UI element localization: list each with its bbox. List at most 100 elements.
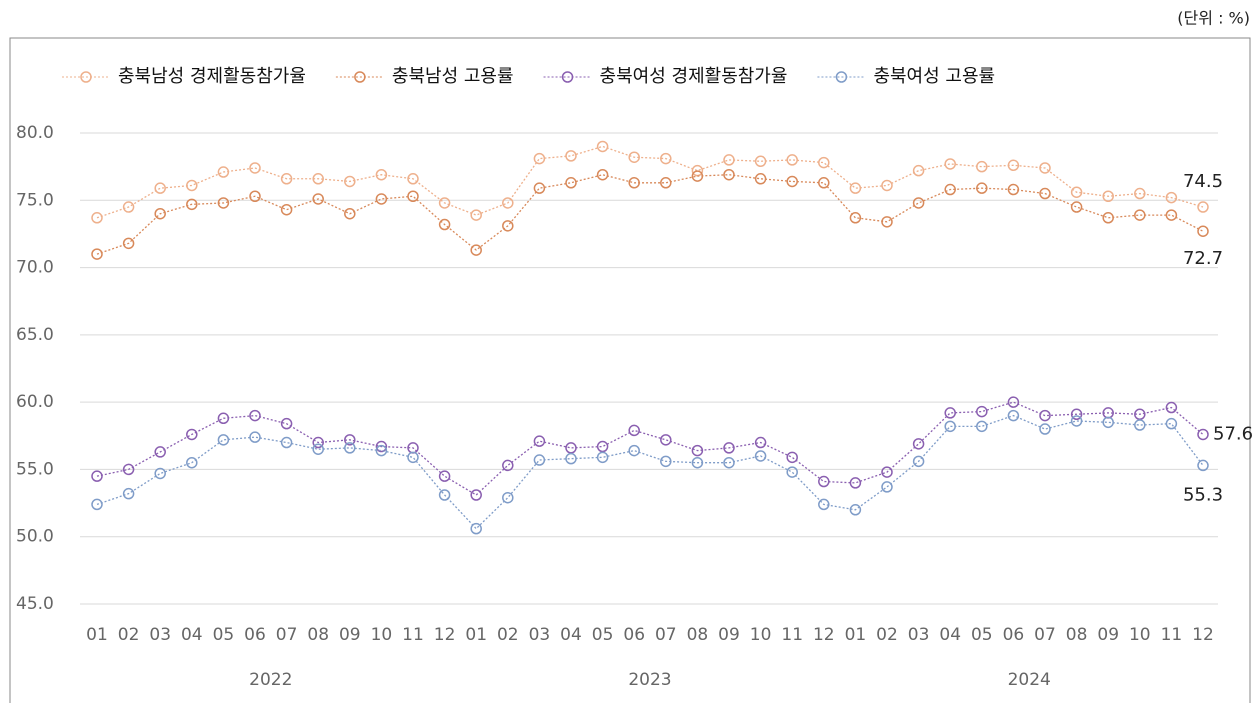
data-point — [691, 170, 704, 182]
year-label: 2023 — [628, 670, 671, 690]
x-tick-label: 05 — [213, 625, 235, 645]
data-point — [249, 409, 261, 422]
data-point — [976, 420, 988, 433]
data-point — [1197, 225, 1209, 237]
data-point — [312, 443, 324, 455]
data-point — [375, 168, 388, 181]
data-point — [344, 175, 356, 188]
end-label: 72.7 — [1183, 248, 1223, 269]
x-tick-label: 06 — [623, 625, 645, 645]
data-point — [786, 451, 798, 464]
x-tick-label: 11 — [781, 625, 803, 645]
data-point — [186, 179, 198, 192]
data-point — [438, 489, 451, 501]
x-tick-label: 12 — [813, 625, 835, 645]
x-tick-label: 07 — [276, 625, 298, 645]
y-tick-label: 50.0 — [16, 527, 54, 547]
data-point — [407, 173, 419, 185]
data-point — [849, 504, 862, 516]
data-point — [280, 417, 293, 430]
y-tick-label: 80.0 — [16, 123, 54, 143]
data-point — [881, 216, 893, 228]
data-point — [944, 407, 956, 419]
data-point — [723, 168, 735, 181]
legend-label: 충북남성 고용률 — [392, 66, 514, 87]
data-point — [660, 434, 672, 446]
data-point — [723, 442, 735, 454]
data-point — [91, 470, 103, 482]
series-line — [96, 401, 1204, 496]
x-tick-label: 03 — [908, 625, 930, 645]
x-tick-label: 03 — [149, 625, 171, 645]
data-point — [122, 201, 135, 213]
data-point — [849, 182, 862, 194]
x-tick-label: 01 — [465, 625, 487, 645]
y-tick-label: 45.0 — [16, 594, 54, 614]
data-point — [91, 212, 103, 224]
data-point — [1197, 201, 1209, 213]
data-point — [596, 451, 609, 464]
data-point — [944, 420, 956, 433]
legend-marker — [80, 71, 92, 83]
data-point — [154, 207, 166, 220]
x-tick-label: 12 — [1192, 625, 1214, 645]
data-point — [438, 197, 451, 209]
data-point — [438, 218, 451, 231]
data-point — [565, 442, 577, 454]
data-point — [470, 244, 482, 256]
x-tick-label: 08 — [307, 625, 329, 645]
data-point — [407, 190, 419, 202]
data-point — [596, 168, 609, 181]
data-point — [1165, 209, 1178, 221]
data-point — [344, 207, 356, 220]
data-point — [280, 173, 293, 185]
data-point — [1039, 162, 1051, 174]
data-point — [407, 451, 419, 464]
data-point — [818, 156, 830, 169]
x-tick-label: 11 — [1161, 625, 1183, 645]
data-point — [628, 444, 640, 457]
data-point — [186, 428, 198, 441]
data-point — [660, 177, 672, 189]
data-point — [912, 455, 925, 468]
data-point — [849, 477, 862, 489]
data-point — [565, 150, 577, 162]
legend-marker — [354, 71, 366, 83]
data-point — [660, 455, 672, 468]
data-point — [1007, 396, 1020, 408]
data-point — [1165, 417, 1178, 430]
data-point — [249, 190, 261, 202]
x-tick-label: 05 — [592, 625, 614, 645]
data-point — [1134, 408, 1146, 421]
y-tick-label: 65.0 — [16, 325, 54, 345]
data-point — [849, 212, 862, 224]
data-point — [1039, 409, 1051, 422]
data-point — [881, 179, 893, 192]
x-tick-label: 09 — [1097, 625, 1119, 645]
data-point — [375, 440, 388, 453]
data-point — [91, 248, 103, 260]
data-point — [818, 498, 830, 511]
x-tick-label: 10 — [371, 625, 393, 645]
data-point — [344, 434, 356, 446]
x-tick-label: 02 — [497, 625, 519, 645]
data-point — [1102, 190, 1114, 202]
data-point — [912, 197, 925, 209]
legend-label: 충북남성 경제활동참가율 — [118, 66, 306, 87]
data-point — [754, 173, 767, 185]
data-point — [944, 158, 956, 170]
data-point — [375, 193, 388, 205]
data-point — [1134, 187, 1146, 200]
x-tick-label: 02 — [876, 625, 898, 645]
x-tick-label: 09 — [339, 625, 361, 645]
data-point — [91, 498, 103, 511]
data-point — [1007, 159, 1020, 172]
data-point — [249, 162, 261, 174]
data-point — [628, 151, 640, 163]
data-point — [470, 522, 482, 535]
data-point — [249, 431, 261, 443]
data-point — [280, 203, 293, 216]
x-tick-label: 04 — [560, 625, 582, 645]
data-point — [912, 164, 925, 177]
